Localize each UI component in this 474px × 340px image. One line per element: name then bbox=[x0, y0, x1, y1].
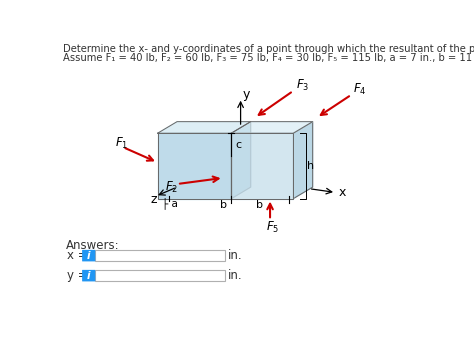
Text: y =: y = bbox=[67, 269, 88, 282]
Text: ├ a: ├ a bbox=[162, 197, 178, 209]
FancyBboxPatch shape bbox=[82, 270, 95, 282]
Polygon shape bbox=[231, 122, 251, 199]
Bar bbox=[95, 270, 225, 281]
Text: h: h bbox=[307, 161, 314, 171]
Polygon shape bbox=[158, 122, 251, 133]
Text: Assume F₁ = 40 lb, F₂ = 60 lb, F₃ = 75 lb, F₄ = 30 lb, F₅ = 115 lb, a = 7 in., b: Assume F₁ = 40 lb, F₂ = 60 lb, F₃ = 75 l… bbox=[63, 53, 474, 63]
Text: in.: in. bbox=[228, 249, 243, 262]
Text: $F_1$: $F_1$ bbox=[115, 136, 128, 151]
Text: b: b bbox=[219, 200, 227, 210]
Text: Answers:: Answers: bbox=[65, 239, 119, 252]
Text: y: y bbox=[242, 88, 249, 101]
Text: $F_4$: $F_4$ bbox=[353, 82, 366, 97]
Polygon shape bbox=[231, 133, 293, 199]
Text: x: x bbox=[338, 186, 346, 199]
Text: in.: in. bbox=[228, 269, 243, 282]
Text: x =: x = bbox=[67, 249, 88, 262]
Text: $F_2$: $F_2$ bbox=[165, 180, 179, 196]
Bar bbox=[95, 250, 225, 261]
FancyBboxPatch shape bbox=[82, 250, 95, 261]
Polygon shape bbox=[231, 122, 313, 133]
Text: $F_3$: $F_3$ bbox=[296, 78, 309, 93]
Polygon shape bbox=[158, 133, 231, 199]
Text: c: c bbox=[235, 140, 241, 150]
Text: i: i bbox=[87, 271, 91, 280]
Text: $F_5$: $F_5$ bbox=[266, 220, 280, 236]
Text: Determine the x- and y-coordinates of a point through which the resultant of the: Determine the x- and y-coordinates of a … bbox=[63, 44, 474, 54]
Text: z: z bbox=[151, 193, 157, 206]
Text: b: b bbox=[256, 200, 263, 210]
Text: i: i bbox=[87, 251, 91, 261]
Polygon shape bbox=[293, 122, 313, 199]
